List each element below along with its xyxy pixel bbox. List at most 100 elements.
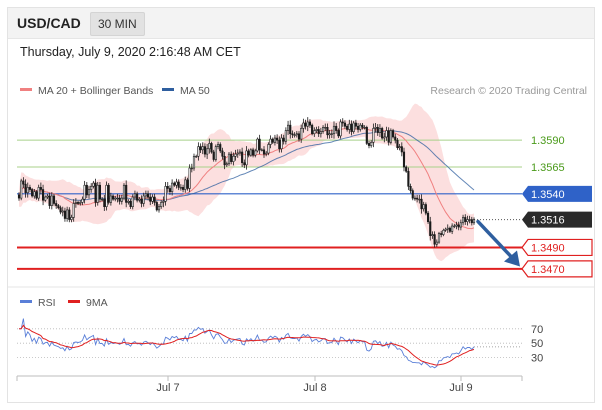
candle-body	[105, 184, 108, 207]
candle-body	[206, 148, 209, 155]
x-axis: Jul 7 Jul 8 Jul 9	[16, 376, 523, 394]
candle-body	[197, 146, 200, 157]
candle-body	[350, 123, 353, 132]
candle-body	[367, 143, 371, 146]
candle-body	[361, 124, 364, 128]
candle-body	[190, 167, 193, 170]
legend-label-rsi: RSI	[38, 297, 56, 309]
candle-body	[269, 138, 272, 145]
candle-body	[464, 217, 467, 223]
candle-body	[468, 219, 471, 221]
legend-swatch-rsi	[20, 300, 32, 303]
candle-body	[96, 184, 99, 203]
legend-label-ma50: MA 50	[180, 85, 210, 97]
interval-button[interactable]: 30 MIN	[90, 12, 145, 36]
candle-body	[243, 162, 246, 166]
candle-body	[83, 184, 86, 200]
candle-body	[232, 155, 235, 162]
candle-body	[304, 122, 307, 127]
candle-body	[431, 234, 434, 236]
candle-body	[149, 196, 152, 202]
candle-body	[63, 210, 67, 219]
candle-body	[107, 184, 110, 203]
candle-body	[17, 194, 21, 199]
candle-body	[418, 198, 421, 201]
bollinger-band-area	[19, 103, 474, 262]
level-label-1.3540: 1.3540	[531, 189, 565, 201]
candle-body	[164, 186, 167, 202]
rsi-9ma-line	[19, 324, 475, 366]
candle-body	[146, 193, 150, 198]
legend-label-9ma: 9MA	[86, 297, 108, 309]
candle-body	[70, 217, 73, 220]
rsi-level-label-50: 50	[531, 338, 543, 350]
symbol-label: USD/CAD	[17, 15, 81, 31]
candle-body	[101, 198, 104, 201]
candle-body	[181, 187, 185, 190]
candle-body	[74, 202, 77, 204]
candle-body	[208, 143, 211, 150]
candle-body	[324, 127, 327, 129]
price-labels: 1.3590 1.3565 1.3540 1.3516 1.3490 1.3470	[521, 135, 593, 278]
candle-body	[138, 198, 141, 201]
candle-body	[59, 207, 62, 213]
candle-body	[413, 197, 417, 200]
candle-body	[203, 146, 207, 155]
candle-body	[111, 195, 115, 200]
candle-body	[420, 198, 423, 210]
candle-body	[391, 130, 395, 138]
candle-body	[472, 219, 476, 224]
candle-body	[319, 131, 322, 135]
candle-body	[39, 187, 42, 190]
candle-body	[291, 133, 294, 136]
candle-body	[341, 121, 344, 124]
candle-body	[426, 212, 430, 223]
candle-body	[313, 130, 316, 135]
candle-body	[448, 227, 452, 232]
candle-body	[236, 152, 239, 155]
candle-body	[219, 144, 222, 152]
candle-body	[282, 137, 285, 142]
candle-body	[85, 184, 88, 196]
candle-body	[81, 198, 84, 203]
candle-body	[127, 201, 130, 203]
candle-body	[20, 180, 23, 199]
candle-body	[35, 191, 38, 199]
rsi-panel: 70 50 30	[17, 318, 543, 369]
candle-body	[245, 150, 248, 166]
candle-body	[92, 182, 95, 187]
candle-body	[258, 138, 261, 151]
candle-body	[335, 125, 338, 131]
legend-swatch-ma50	[162, 88, 174, 91]
legend-swatch-9ma	[68, 300, 80, 303]
candle-body	[120, 197, 123, 202]
candle-body	[343, 122, 347, 127]
candle-body	[129, 201, 132, 207]
candle-body	[201, 146, 204, 151]
candle-body	[184, 179, 187, 190]
candlesticks	[17, 117, 476, 248]
candle-body	[444, 228, 447, 231]
candle-body	[37, 187, 40, 199]
level-label-1.3490: 1.3490	[531, 242, 565, 254]
level-tag-1.3516	[522, 211, 592, 228]
candle-body	[297, 133, 301, 140]
candle-body	[155, 202, 158, 211]
candle-body	[306, 121, 309, 127]
candle-body	[402, 151, 406, 168]
candle-body	[216, 144, 220, 147]
candle-body	[459, 222, 462, 228]
candle-body	[125, 184, 128, 203]
candle-body	[160, 202, 163, 207]
candle-body	[195, 155, 198, 158]
candle-body	[122, 184, 126, 199]
candle-body	[260, 149, 263, 151]
candle-body	[359, 124, 362, 130]
candle-body	[337, 130, 340, 137]
candle-body	[326, 127, 329, 136]
candle-body	[328, 133, 331, 136]
candle-body	[22, 180, 25, 185]
level-label-1.3470: 1.3470	[531, 264, 565, 276]
level-tag-1.3490	[521, 238, 593, 257]
